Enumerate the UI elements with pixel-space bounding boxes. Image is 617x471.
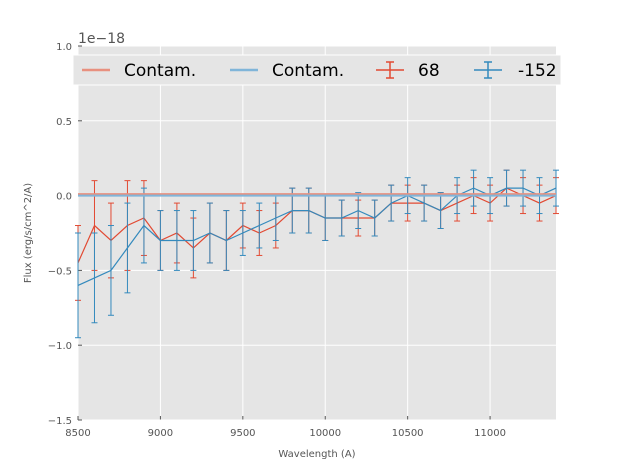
x-tick-label: 10500 (392, 428, 424, 439)
y-axis-label: Flux (erg/s/cm^2/A) (23, 183, 34, 283)
plot-area (78, 46, 556, 420)
legend: Contam. Contam. 68 -152 (72, 54, 562, 86)
series-line (77, 187, 557, 286)
legend-label: Contam. (272, 61, 344, 81)
legend-label: Contam. (124, 61, 196, 81)
x-axis-label: Wavelength (A) (278, 449, 355, 460)
legend-label: 68 (418, 61, 440, 81)
y-offset-label: 1e−18 (78, 31, 125, 47)
legend-label: -152 (518, 61, 557, 81)
x-tick-label: 9500 (230, 428, 255, 439)
x-tick-label: 11000 (474, 428, 506, 439)
y-tick-label: 1.0 (56, 42, 72, 53)
x-tick-label: 9000 (148, 428, 173, 439)
series-152-1 (75, 169, 559, 339)
series-layer (75, 169, 559, 339)
y-tick-label: −0.5 (48, 266, 72, 277)
y-tick-label: −1.5 (48, 416, 72, 427)
y-tick-label: 0.0 (56, 192, 72, 203)
y-tick-label: 0.5 (56, 117, 72, 128)
y-tick-label: −1.0 (48, 341, 72, 352)
x-tick-label: 8500 (65, 428, 90, 439)
tick-labels: 8500 9000 9500 10000 10500 11000 −1.5 −1.0 −0.5 0… (48, 42, 506, 439)
x-tick-label: 10000 (309, 428, 341, 439)
